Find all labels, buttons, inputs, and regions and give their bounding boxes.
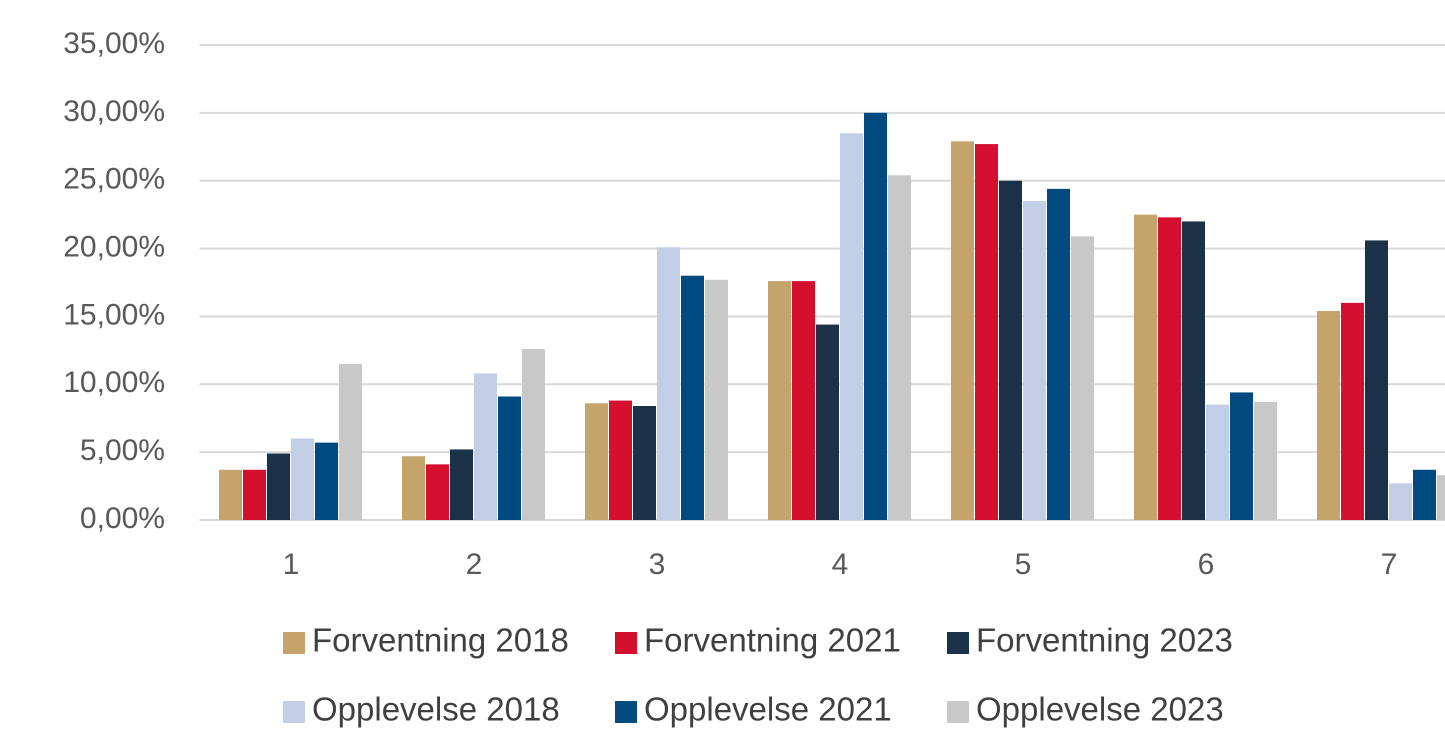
x-tick-label: 5 [1015,548,1032,581]
bar [1317,311,1340,520]
legend-label: Opplevelse 2018 [312,691,560,728]
bar [1413,469,1436,520]
y-tick-label: 10,00% [63,366,165,399]
x-tick-label: 2 [466,548,483,581]
bar [975,144,998,521]
y-tick-label: 35,00% [63,27,165,60]
bar [1206,404,1229,520]
bar [681,275,704,520]
bar [219,469,242,520]
bar [633,406,656,520]
bar [999,180,1022,520]
bar [1047,188,1070,520]
x-tick-label: 6 [1198,548,1215,581]
bar [1023,201,1046,521]
bar [951,141,974,520]
bar [1158,217,1181,520]
legend-swatch [947,632,969,654]
bar [474,373,497,520]
bar [291,438,314,520]
x-tick-label: 7 [1381,548,1398,581]
bar [1437,475,1445,520]
bar [1341,302,1364,520]
bar [267,453,290,520]
bar [888,175,911,521]
legend-label: Forventning 2021 [644,622,901,659]
bar [1134,214,1157,520]
bar [1182,221,1205,520]
bar [450,449,473,520]
bar [498,396,521,520]
bar [315,442,338,520]
y-tick-label: 15,00% [63,298,165,331]
x-tick-label: 1 [283,548,300,581]
bar [792,281,815,520]
y-tick-label: 0,00% [80,502,165,535]
bar [1254,401,1277,520]
legend-label: Forventning 2018 [312,622,569,659]
legend-swatch [615,632,637,654]
bar [705,279,728,520]
y-tick-label: 30,00% [63,95,165,128]
bar [402,456,425,520]
bar [840,133,863,520]
bar [1071,236,1094,520]
legend-label: Opplevelse 2023 [976,691,1224,728]
bar [243,469,266,520]
bar [1365,240,1388,520]
y-tick-label: 25,00% [63,163,165,196]
x-tick-label: 3 [649,548,666,581]
bar [657,247,680,520]
y-tick-label: 5,00% [80,434,165,467]
legend-label: Opplevelse 2021 [644,691,892,728]
bar [768,281,791,520]
legend-swatch [615,701,637,723]
legend-swatch [947,701,969,723]
bar [1389,483,1412,520]
bar [609,400,632,520]
bar [426,464,449,520]
bar [864,112,887,520]
bar [339,363,362,520]
legend-label: Forventning 2023 [976,622,1233,659]
bar [522,349,545,520]
legend-swatch [283,701,305,723]
bar [585,403,608,520]
x-tick-label: 4 [832,548,849,581]
bar [816,324,839,520]
legend-swatch [283,632,305,654]
y-tick-label: 20,00% [63,230,165,263]
bar [1230,392,1253,520]
